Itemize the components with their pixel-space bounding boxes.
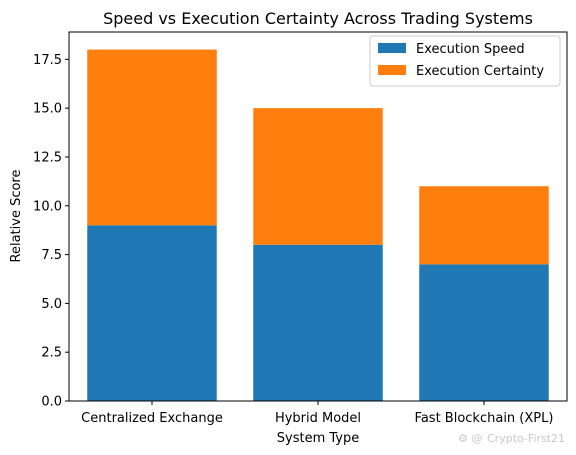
y-tick-label: 17.5 bbox=[33, 53, 62, 68]
chart-title: Speed vs Execution Certainty Across Trad… bbox=[103, 9, 533, 28]
watermark-text: Crypto-First21 bbox=[487, 432, 565, 445]
x-axis-label: System Type bbox=[277, 431, 359, 446]
bar-series1-0 bbox=[87, 49, 217, 226]
bar-series1-2 bbox=[419, 186, 549, 265]
bar-series0-1 bbox=[253, 244, 383, 401]
x-tick-label: Hybrid Model bbox=[275, 411, 361, 426]
bar-series0-2 bbox=[419, 264, 549, 401]
bar-series0-0 bbox=[87, 225, 217, 401]
x-axis: Centralized Exchange Hybrid Model Fast Blo… bbox=[81, 401, 553, 426]
y-tick-label: 15.0 bbox=[33, 102, 62, 117]
y-tick-label: 2.5 bbox=[41, 346, 62, 361]
bars-layer bbox=[87, 49, 549, 401]
bar-series1-1 bbox=[253, 108, 383, 245]
y-tick-label: 7.5 bbox=[41, 248, 62, 263]
watermark: ⚙ @ Crypto-First21 bbox=[458, 432, 565, 445]
legend-swatch-1 bbox=[378, 65, 406, 75]
y-axis-label: Relative Score bbox=[9, 170, 24, 263]
legend-label-0: Execution Speed bbox=[416, 42, 525, 57]
y-tick-label: 0.0 bbox=[41, 395, 62, 410]
legend: Execution Speed Execution Certainty bbox=[369, 35, 561, 87]
y-tick-label: 5.0 bbox=[41, 297, 62, 312]
y-axis: 0.0 2.5 5.0 7.5 10.0 12.5 15.0 17.5 bbox=[33, 53, 69, 410]
legend-box bbox=[369, 35, 561, 87]
y-tick-label: 10.0 bbox=[33, 199, 62, 214]
plot-frame bbox=[68, 31, 568, 402]
x-tick-label: Fast Blockchain (XPL) bbox=[415, 411, 554, 426]
watermark-icon: ⚙ @ bbox=[458, 432, 482, 445]
y-tick-label: 12.5 bbox=[33, 150, 62, 165]
x-tick-label: Centralized Exchange bbox=[81, 411, 223, 426]
legend-swatch-0 bbox=[378, 43, 406, 53]
legend-label-1: Execution Certainty bbox=[416, 64, 544, 79]
